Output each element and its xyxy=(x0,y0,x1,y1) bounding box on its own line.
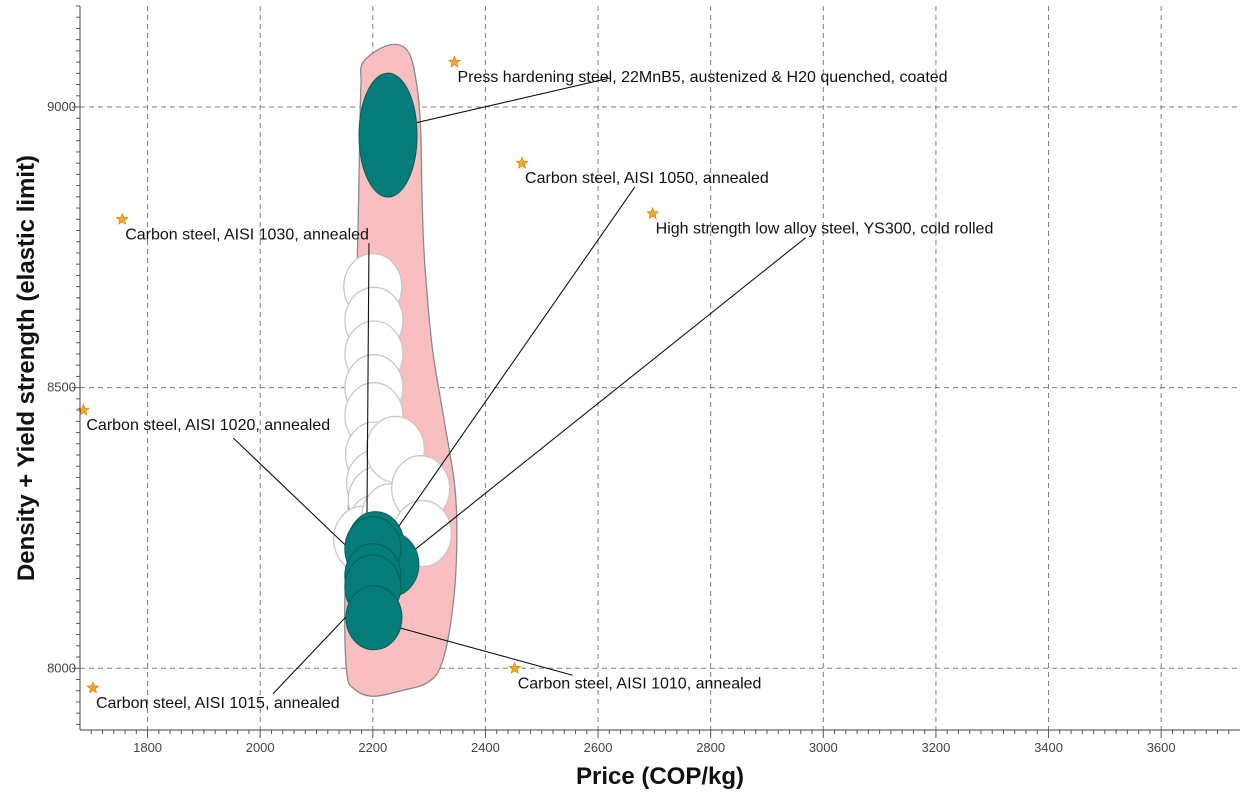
y-tick-label: 9000 xyxy=(47,99,76,114)
x-tick-label: 1800 xyxy=(133,740,162,755)
leader-line xyxy=(408,237,807,555)
leader-line xyxy=(393,186,636,534)
annotation-label: Press hardening steel, 22MnB5, austenize… xyxy=(457,69,947,86)
x-tick-label: 2800 xyxy=(696,740,725,755)
star-marker xyxy=(646,206,660,220)
y-tick-label: 8500 xyxy=(47,380,76,395)
y-tick-label: 8000 xyxy=(47,660,76,675)
highlighted-materials xyxy=(344,72,420,651)
annotations: Press hardening steel, 22MnB5, austenize… xyxy=(76,55,994,712)
annotation-label: High strength low alloy steel, YS300, co… xyxy=(656,221,994,238)
x-tick-label: 3200 xyxy=(921,740,950,755)
annotation-label: Carbon steel, AISI 1020, annealed xyxy=(86,417,330,434)
star-marker xyxy=(508,661,522,674)
grid xyxy=(80,6,1240,730)
annotation-label: Carbon steel, AISI 1010, annealed xyxy=(518,675,762,692)
star-marker xyxy=(448,55,461,68)
annotation-label: Carbon steel, AISI 1050, annealed xyxy=(525,170,769,187)
highlighted-bubble xyxy=(345,585,403,651)
x-tick-label: 2200 xyxy=(358,740,387,755)
leader-line xyxy=(366,243,370,539)
leader-line xyxy=(405,77,610,126)
x-tick-label: 3600 xyxy=(1147,740,1176,755)
leader-line xyxy=(391,625,573,676)
annotation-label: Carbon steel, AISI 1015, annealed xyxy=(96,695,340,712)
x-tick-label: 2400 xyxy=(471,740,500,755)
star-marker xyxy=(86,681,100,694)
annotation-label: Carbon steel, AISI 1030, annealed xyxy=(125,226,369,243)
x-tick-label: 3400 xyxy=(1034,740,1063,755)
x-tick-label: 2600 xyxy=(584,740,613,755)
axes xyxy=(72,5,1240,738)
highlighted-bubble xyxy=(358,72,418,198)
star-marker xyxy=(76,403,90,416)
star-marker xyxy=(515,156,529,169)
y-axis-title: Density + Yield strength (elastic limit) xyxy=(13,155,40,581)
x-tick-label: 2000 xyxy=(246,740,275,755)
tick-labels: 1800 2000 2200 2400 2600 2800 3000 3200 3400 3600… xyxy=(47,99,1176,755)
star-marker xyxy=(115,212,129,225)
x-tick-label: 3000 xyxy=(809,740,838,755)
x-axis-title: Price (COP/kg) xyxy=(576,763,744,790)
